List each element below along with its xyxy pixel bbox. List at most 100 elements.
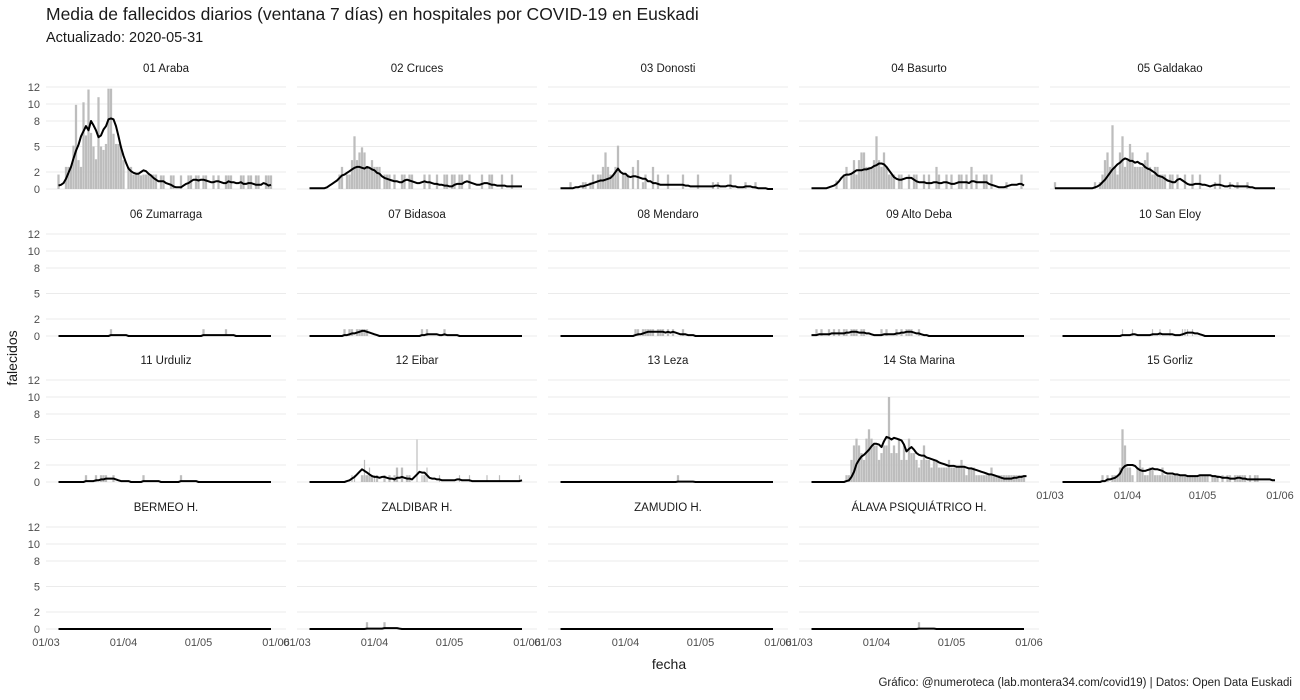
bar bbox=[179, 475, 183, 482]
bar bbox=[980, 475, 983, 482]
mean-line bbox=[58, 117, 272, 189]
bar bbox=[197, 175, 200, 189]
bar bbox=[1116, 475, 1119, 482]
bar bbox=[1153, 475, 1157, 482]
bar bbox=[1218, 174, 1222, 189]
bar bbox=[1143, 475, 1147, 482]
bar bbox=[1143, 160, 1147, 189]
x-tick-label: 01/05 bbox=[1189, 490, 1217, 502]
bar bbox=[1113, 166, 1117, 189]
bar bbox=[74, 104, 78, 189]
bar bbox=[360, 329, 364, 336]
bar bbox=[985, 475, 988, 482]
bar bbox=[1022, 475, 1026, 482]
bar bbox=[850, 459, 853, 482]
bar bbox=[1161, 467, 1164, 482]
bar bbox=[84, 135, 88, 189]
y-tick-label: 8 bbox=[34, 409, 40, 421]
bar bbox=[905, 459, 908, 482]
bar bbox=[416, 439, 418, 482]
x-tick-label: 01/04 bbox=[612, 637, 640, 649]
bar bbox=[1108, 166, 1112, 189]
bar bbox=[97, 97, 100, 189]
bar bbox=[1196, 475, 1199, 482]
bar bbox=[1126, 467, 1129, 482]
bar bbox=[947, 459, 951, 482]
y-tick-label: 0 bbox=[34, 331, 40, 343]
bar bbox=[1151, 329, 1154, 336]
bar bbox=[1166, 475, 1169, 482]
y-tick-label: 5 bbox=[34, 289, 40, 301]
bar bbox=[267, 175, 270, 189]
y-tick-label: 10 bbox=[28, 246, 40, 258]
x-tick-label: 01/04 bbox=[361, 637, 389, 649]
bar bbox=[132, 174, 135, 189]
bar bbox=[1148, 166, 1152, 189]
y-tick-label: 12 bbox=[28, 522, 40, 534]
bar bbox=[1153, 166, 1157, 189]
bar bbox=[179, 175, 183, 189]
bar bbox=[152, 174, 155, 189]
bar bbox=[857, 445, 861, 482]
bar bbox=[338, 174, 341, 189]
x-tick-label: 01/06 bbox=[764, 637, 792, 649]
bar bbox=[845, 475, 848, 482]
bar bbox=[696, 174, 700, 189]
bar bbox=[1163, 174, 1167, 189]
bar bbox=[363, 329, 366, 336]
bar bbox=[912, 453, 916, 482]
bar bbox=[1151, 174, 1154, 189]
facet-label: 10 San Eloy bbox=[1139, 209, 1201, 221]
x-tick-label: 01/03 bbox=[785, 637, 813, 649]
mean-line bbox=[560, 167, 773, 190]
facet-label: 07 Bidasoa bbox=[388, 209, 446, 221]
bar bbox=[443, 174, 446, 189]
y-tick-label: 2 bbox=[34, 167, 40, 179]
bar bbox=[987, 475, 991, 482]
bar bbox=[907, 438, 911, 482]
bar bbox=[855, 174, 858, 189]
bar bbox=[885, 445, 888, 482]
bar bbox=[591, 174, 595, 189]
bar bbox=[902, 445, 906, 482]
bar bbox=[1169, 329, 1171, 336]
bar bbox=[1123, 166, 1127, 189]
bar bbox=[498, 475, 501, 482]
bar bbox=[930, 467, 933, 482]
y-tick-label: 8 bbox=[34, 263, 40, 275]
bar bbox=[1183, 475, 1187, 482]
mean-line bbox=[1062, 331, 1275, 337]
bar bbox=[1136, 166, 1139, 189]
bar bbox=[666, 174, 670, 189]
bar bbox=[880, 166, 883, 189]
bar bbox=[458, 174, 461, 189]
bar bbox=[982, 475, 986, 482]
bar bbox=[343, 329, 346, 336]
bar bbox=[950, 467, 953, 482]
mean-line bbox=[58, 477, 271, 483]
bar bbox=[109, 329, 113, 336]
bar bbox=[636, 160, 640, 189]
bar bbox=[855, 438, 858, 482]
bar bbox=[169, 175, 173, 189]
bar bbox=[112, 133, 115, 189]
bar bbox=[345, 174, 349, 189]
bar bbox=[385, 174, 389, 189]
bar bbox=[500, 174, 504, 189]
y-tick-label: 2 bbox=[34, 607, 40, 619]
bar bbox=[995, 475, 998, 482]
bar bbox=[340, 166, 344, 189]
bar bbox=[681, 174, 685, 189]
bar bbox=[1181, 475, 1184, 482]
x-tick-label: 01/04 bbox=[110, 637, 138, 649]
bar bbox=[651, 166, 655, 189]
bar bbox=[373, 166, 376, 189]
y-tick-label: 2 bbox=[34, 460, 40, 472]
bar bbox=[820, 329, 823, 336]
bar bbox=[1193, 475, 1197, 482]
bar bbox=[912, 174, 916, 189]
bar bbox=[656, 174, 660, 189]
bar bbox=[937, 467, 941, 482]
bar bbox=[264, 175, 268, 189]
bar bbox=[348, 174, 351, 189]
